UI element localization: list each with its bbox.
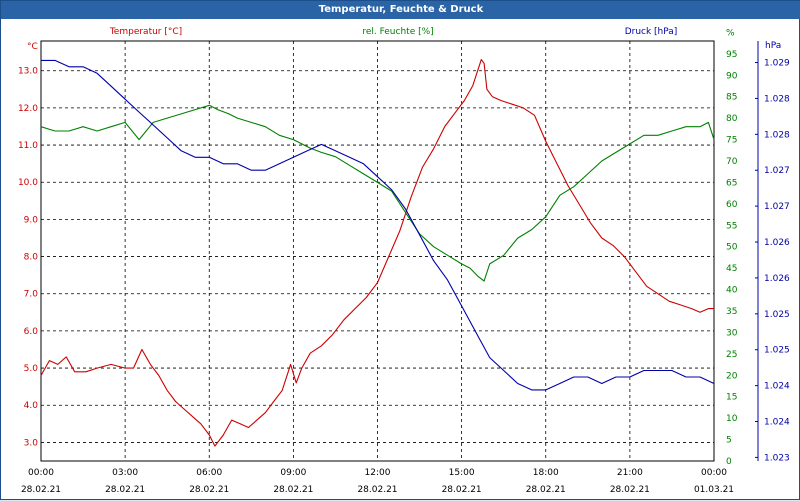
- temperature-tick-label: 7.0: [24, 290, 39, 300]
- humidity-tick-label: 75: [726, 136, 737, 146]
- temperature-tick-label: 13.0: [18, 67, 38, 77]
- pressure-tick-label: 1.027: [764, 166, 790, 176]
- x-tick-date: 28.02.21: [357, 485, 397, 495]
- pressure-tick-label: 1.024: [764, 418, 790, 428]
- temperature-unit-label: °C: [27, 42, 38, 52]
- x-tick-date: 28.02.21: [526, 485, 566, 495]
- x-tick-time: 21:00: [617, 468, 643, 478]
- chart-title-bar: Temperatur, Feuchte & Druck: [1, 1, 800, 19]
- x-tick-date: 28.02.21: [610, 485, 650, 495]
- x-tick-time: 06:00: [196, 468, 222, 478]
- humidity-tick-label: 65: [726, 178, 737, 188]
- humidity-tick-label: 15: [726, 393, 737, 403]
- temperature-tick-label: 12.0: [18, 104, 38, 114]
- humidity-tick-label: 20: [726, 371, 738, 381]
- temperature-tick-label: 9.0: [24, 215, 39, 225]
- x-tick-time: 12:00: [365, 468, 391, 478]
- pressure-tick-label: 1.023: [764, 453, 790, 463]
- x-tick-time: 03:00: [112, 468, 138, 478]
- pressure-tick-label: 1.024: [764, 382, 790, 392]
- humidity-tick-label: %: [726, 28, 735, 38]
- pressure-tick-label: 1.027: [764, 202, 790, 212]
- x-tick-time: 18:00: [533, 468, 559, 478]
- humidity-tick-label: 55: [726, 221, 737, 231]
- pressure-tick-label: 1.025: [764, 346, 790, 356]
- humidity-series-line: [40, 104, 715, 282]
- x-tick-time: 15:00: [449, 468, 475, 478]
- pressure-unit-label: hPa: [765, 41, 781, 51]
- x-tick-time: 00:00: [701, 468, 727, 478]
- humidity-tick-label: 85: [726, 93, 737, 103]
- humidity-axis-label: rel. Feuchte [%]: [362, 27, 433, 37]
- humidity-tick-label: 90: [726, 71, 738, 81]
- humidity-tick-label: 95: [726, 50, 737, 60]
- temperature-series-line: [40, 59, 714, 447]
- pressure-tick-label: 1.028: [764, 130, 790, 140]
- humidity-tick-label: 35: [726, 307, 737, 317]
- x-tick-date: 28.02.21: [105, 485, 145, 495]
- humidity-tick-label: 0: [726, 457, 732, 467]
- pressure-tick-label: 1.025: [764, 310, 790, 320]
- x-tick-date: 01.03.21: [694, 485, 734, 495]
- x-tick-date: 28.02.21: [189, 485, 229, 495]
- humidity-tick-label: 30: [726, 328, 738, 338]
- humidity-tick-label: 25: [726, 350, 737, 360]
- humidity-tick-label: 40: [726, 286, 738, 296]
- humidity-tick-label: 70: [726, 157, 738, 167]
- humidity-tick-label: 60: [726, 200, 738, 210]
- humidity-tick-label: 5: [726, 436, 732, 446]
- x-tick-time: 09:00: [280, 468, 306, 478]
- humidity-tick-label: 10: [726, 414, 738, 424]
- temperature-tick-label: 10.0: [18, 178, 38, 188]
- temperature-tick-label: 3.0: [24, 438, 39, 448]
- pressure-axis-label: Druck [hPa]: [625, 27, 678, 37]
- humidity-tick-label: 80: [726, 114, 738, 124]
- chart-canvas: 00:00 28.02.21 03:00 28.02.21 06:00 28.02.21 0…: [18, 27, 790, 495]
- pressure-tick-label: 1.028: [764, 94, 790, 104]
- temperature-tick-label: 4.0: [24, 401, 39, 411]
- temperature-axis-label: Temperatur [°C]: [109, 27, 182, 37]
- x-tick-date: 28.02.21: [442, 485, 482, 495]
- pressure-series-line: [41, 59, 715, 391]
- temperature-tick-label: 6.0: [24, 327, 39, 337]
- temperature-tick-label: 5.0: [24, 364, 39, 374]
- humidity-tick-label: 50: [726, 243, 738, 253]
- pressure-tick-label: 1.026: [764, 274, 790, 284]
- humidity-tick-label: 45: [726, 264, 737, 274]
- x-tick-date: 28.02.21: [21, 485, 61, 495]
- x-tick-time: 00:00: [28, 468, 54, 478]
- chart-title: Temperatur, Feuchte & Druck: [318, 4, 484, 15]
- temperature-tick-label: 8.0: [24, 253, 39, 263]
- x-tick-date: 28.02.21: [273, 485, 313, 495]
- pressure-tick-label: 1.026: [764, 238, 790, 248]
- pressure-tick-label: 1.029: [764, 59, 790, 69]
- temperature-tick-label: 11.0: [18, 141, 38, 151]
